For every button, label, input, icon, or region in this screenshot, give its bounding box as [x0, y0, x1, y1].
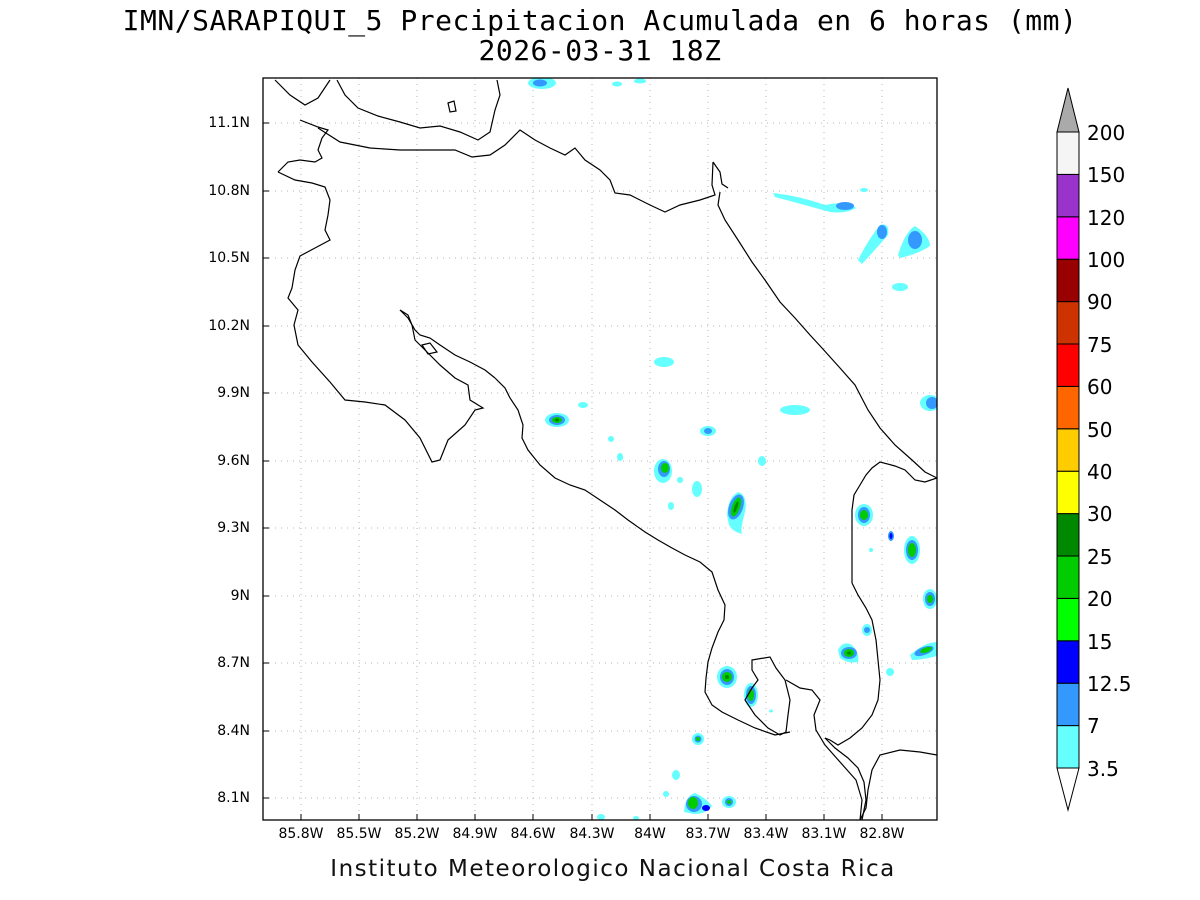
lon-label: 83.4W: [743, 826, 789, 842]
lat-label: 9.3N: [217, 520, 250, 536]
colorbar-label: 120: [1087, 206, 1126, 230]
lat-label: 8.7N: [217, 655, 250, 671]
colorbar-label: 150: [1087, 163, 1126, 187]
lon-label: 85.8W: [278, 826, 324, 842]
lat-label: 9.9N: [217, 385, 250, 401]
colorbar-swatch: [1056, 555, 1080, 599]
colorbar-label: 7: [1087, 714, 1100, 738]
footer-credit: Instituto Meteorologico Nacional Costa R…: [330, 856, 896, 882]
lon-label: 83.1W: [801, 826, 847, 842]
colorbar-swatch: [1056, 343, 1080, 387]
colorbar-label: 40: [1087, 460, 1113, 484]
colorbar-label: 60: [1087, 375, 1113, 399]
lat-label: 8.1N: [217, 790, 250, 806]
colorbar-swatch: [1056, 597, 1080, 642]
colorbar-swatch: [1056, 131, 1080, 175]
precip-cells: [528, 78, 937, 820]
colorbar-label: 50: [1087, 418, 1113, 442]
colorbar-label: 15: [1087, 630, 1113, 654]
lat-label: 8.4N: [217, 723, 250, 739]
colorbar-upper-arrow: [1056, 87, 1080, 133]
lat-label: 10.2N: [208, 318, 250, 334]
plot-frame: [262, 77, 938, 821]
colorbar-label: 90: [1087, 290, 1113, 314]
colorbar-swatch: [1056, 470, 1080, 515]
grid: [263, 78, 937, 820]
colorbar-swatch: [1056, 428, 1080, 472]
axis-ticks: [263, 122, 883, 820]
colorbar-label: 200: [1087, 121, 1126, 145]
colorbar-swatch: [1056, 258, 1080, 303]
lat-label: 9N: [230, 588, 250, 604]
lon-label: 85.5W: [336, 826, 382, 842]
colorbar-swatch: [1056, 682, 1080, 727]
colorbar-swatch: [1056, 725, 1080, 769]
lat-label: 10.8N: [208, 183, 250, 199]
colorbar-swatch: [1056, 513, 1080, 557]
colorbar-swatch: [1056, 216, 1080, 260]
colorbar-label: 12.5: [1087, 672, 1132, 696]
lat-label: 10.5N: [208, 250, 250, 266]
map-title: IMN/SARAPIQUI_5 Precipitacion Acumulada …: [122, 4, 1078, 37]
colorbar-label: 25: [1087, 545, 1113, 569]
lon-label: 84.3W: [569, 826, 615, 842]
colorbar-label: 3.5: [1087, 757, 1119, 781]
colorbar: [1056, 87, 1080, 812]
colorbar-label: 20: [1087, 587, 1113, 611]
lon-label: 84W: [634, 826, 666, 842]
lon-label: 84.9W: [452, 826, 498, 842]
colorbar-label: 100: [1087, 248, 1126, 272]
colorbar-swatch: [1056, 173, 1080, 218]
lon-label: 84.6W: [510, 826, 556, 842]
map-datetime: 2026-03-31 18Z: [478, 34, 722, 67]
colorbar-label: 30: [1087, 502, 1113, 526]
lat-label: 9.6N: [217, 453, 250, 469]
lat-label: 11.1N: [208, 115, 250, 131]
lon-label: 85.2W: [394, 826, 440, 842]
colorbar-swatch: [1056, 385, 1080, 430]
colorbar-lower-arrow: [1056, 767, 1080, 812]
coastlines: [274, 79, 937, 820]
colorbar-label: 75: [1087, 333, 1113, 357]
colorbar-swatch: [1056, 640, 1080, 684]
colorbar-swatch: [1056, 301, 1080, 345]
lon-label: 82.8W: [859, 826, 905, 842]
lon-label: 83.7W: [685, 826, 731, 842]
